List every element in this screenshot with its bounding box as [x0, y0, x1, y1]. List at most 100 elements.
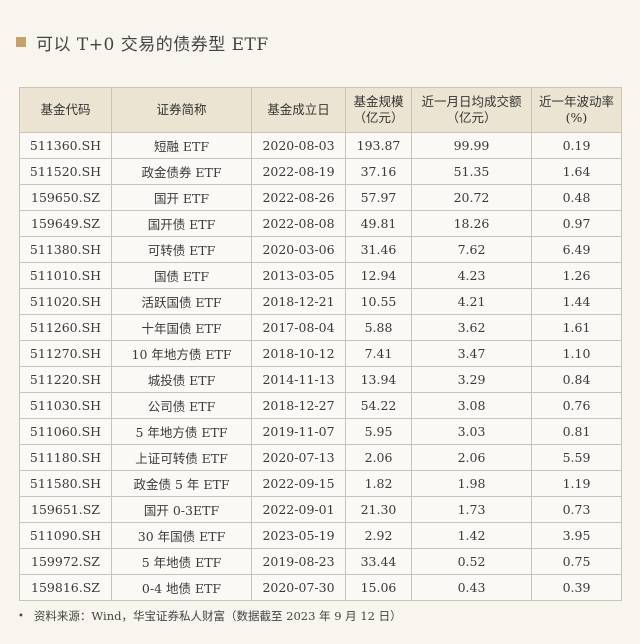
table-row: 511030.SH 公司债 ETF 2018-12-27 54.22 3.08 0.76 — [19, 392, 622, 419]
table-cell: 5.59 — [531, 444, 622, 471]
table-cell: 2.06 — [411, 444, 532, 471]
table-cell: 49.81 — [345, 210, 412, 237]
table-row: 159651.SZ 国开 0-3ETF 2022-09-01 21.30 1.73 0.7… — [19, 496, 622, 523]
page-title: 可以 T+0 交易的债券型 ETF — [36, 34, 269, 55]
table-cell: 12.94 — [345, 262, 412, 289]
table-body: 511360.SH 短融 ETF 2020-08-03 193.87 99.99 0.19… — [19, 132, 622, 601]
etf-table: 基金代码 证券简称 基金成立日 基金规模 （亿元） 近一月日均成交额 （亿元） 近一年波动率(… — [19, 87, 622, 601]
table-cell: 511360.SH — [19, 132, 112, 159]
table-row: 511360.SH 短融 ETF 2020-08-03 193.87 99.99 0.19 — [19, 132, 622, 159]
column-header: 证券简称 — [111, 87, 252, 133]
table-cell: 10.55 — [345, 288, 412, 315]
table-cell: 0.39 — [531, 574, 622, 601]
table-cell: 1.64 — [531, 158, 622, 185]
table-cell: 十年国债 ETF — [111, 314, 252, 341]
column-header: 近一年波动率 (%) — [531, 87, 622, 133]
table-cell: 5.88 — [345, 314, 412, 341]
title-marker-square — [16, 37, 26, 47]
table-cell: 511220.SH — [19, 366, 112, 393]
table-cell: 5.95 — [345, 418, 412, 445]
table-cell: 0.43 — [411, 574, 532, 601]
table-cell: 国开 0-3ETF — [111, 496, 252, 523]
table-cell: 159972.SZ — [19, 548, 112, 575]
table-row: 159649.SZ 国开债 ETF 2022-08-08 49.81 18.26 0.97 — [19, 210, 622, 237]
table-cell: 政金债 5 年 ETF — [111, 470, 252, 497]
table-row: 511580.SH 政金债 5 年 ETF 2022-09-15 1.82 1.98 1.… — [19, 470, 622, 497]
table-cell: 4.23 — [411, 262, 532, 289]
table-cell: 0.48 — [531, 184, 622, 211]
table-cell: 0-4 地债 ETF — [111, 574, 252, 601]
table-cell: 3.47 — [411, 340, 532, 367]
table-row: 511090.SH 30 年国债 ETF 2023-05-19 2.92 1.42 3.9… — [19, 522, 622, 549]
table-row: 511060.SH 5 年地方债 ETF 2019-11-07 5.95 3.03 0.8… — [19, 418, 622, 445]
table-cell: 可转债 ETF — [111, 236, 252, 263]
table-cell: 1.44 — [531, 288, 622, 315]
table-cell: 2013-03-05 — [251, 262, 346, 289]
table-cell: 2022-08-19 — [251, 158, 346, 185]
column-header: 基金成立日 — [251, 87, 346, 133]
table-cell: 2017-08-04 — [251, 314, 346, 341]
table-cell: 国开 ETF — [111, 184, 252, 211]
table-cell: 2018-12-21 — [251, 288, 346, 315]
table-cell: 2.92 — [345, 522, 412, 549]
table-cell: 4.21 — [411, 288, 532, 315]
table-cell: 511180.SH — [19, 444, 112, 471]
table-cell: 上证可转债 ETF — [111, 444, 252, 471]
table-cell: 57.97 — [345, 184, 412, 211]
table-cell: 2020-08-03 — [251, 132, 346, 159]
table-cell: 31.46 — [345, 236, 412, 263]
column-header: 基金规模 （亿元） — [345, 87, 412, 133]
table-cell: 2018-10-12 — [251, 340, 346, 367]
table-cell: 2020-03-06 — [251, 236, 346, 263]
table-cell: 33.44 — [345, 548, 412, 575]
title-bar: 可以 T+0 交易的债券型 ETF — [16, 30, 269, 55]
table-cell: 0.97 — [531, 210, 622, 237]
table-cell: 2023-05-19 — [251, 522, 346, 549]
table-cell: 6.49 — [531, 236, 622, 263]
table-row: 511010.SH 国债 ETF 2013-03-05 12.94 4.23 1.26 — [19, 262, 622, 289]
table-row: 511270.SH 10 年地方债 ETF 2018-10-12 7.41 3.47 1.… — [19, 340, 622, 367]
table-row: 511180.SH 上证可转债 ETF 2020-07-13 2.06 2.06 5.59 — [19, 444, 622, 471]
table-cell: 20.72 — [411, 184, 532, 211]
table-cell: 159650.SZ — [19, 184, 112, 211]
table-cell: 0.75 — [531, 548, 622, 575]
table-row: 511260.SH 十年国债 ETF 2017-08-04 5.88 3.62 1.61 — [19, 314, 622, 341]
table-row: 511380.SH 可转债 ETF 2020-03-06 31.46 7.62 6.49 — [19, 236, 622, 263]
table-cell: 1.61 — [531, 314, 622, 341]
table-cell: 511010.SH — [19, 262, 112, 289]
table-cell: 511260.SH — [19, 314, 112, 341]
table-cell: 193.87 — [345, 132, 412, 159]
table-cell: 511090.SH — [19, 522, 112, 549]
table-cell: 2018-12-27 — [251, 392, 346, 419]
table-cell: 51.35 — [411, 158, 532, 185]
table-cell: 0.84 — [531, 366, 622, 393]
table-cell: 2022-09-01 — [251, 496, 346, 523]
table-cell: 城投债 ETF — [111, 366, 252, 393]
table-cell: 0.76 — [531, 392, 622, 419]
table-cell: 2014-11-13 — [251, 366, 346, 393]
table-cell: 159651.SZ — [19, 496, 112, 523]
source-note: • 资料来源：Wind，华宝证券私人财富（数据截至 2023 年 9 月 12 … — [18, 608, 402, 624]
table-cell: 511270.SH — [19, 340, 112, 367]
table-cell: 3.29 — [411, 366, 532, 393]
table-cell: 1.82 — [345, 470, 412, 497]
table-cell: 2022-08-26 — [251, 184, 346, 211]
table-cell: 2019-08-23 — [251, 548, 346, 575]
table-cell: 政金债券 ETF — [111, 158, 252, 185]
table-cell: 7.62 — [411, 236, 532, 263]
table-cell: 511060.SH — [19, 418, 112, 445]
table-cell: 37.16 — [345, 158, 412, 185]
table-row: 159650.SZ 国开 ETF 2022-08-26 57.97 20.72 0.48 — [19, 184, 622, 211]
table-cell: 15.06 — [345, 574, 412, 601]
table-cell: 511020.SH — [19, 288, 112, 315]
table-cell: 0.19 — [531, 132, 622, 159]
table-cell: 0.81 — [531, 418, 622, 445]
column-header: 基金代码 — [19, 87, 112, 133]
table-row: 159816.SZ 0-4 地债 ETF 2020-07-30 15.06 0.43 0.… — [19, 574, 622, 601]
table-cell: 511580.SH — [19, 470, 112, 497]
footer-text: 资料来源：Wind，华宝证券私人财富（数据截至 2023 年 9 月 12 日） — [33, 609, 402, 623]
table-cell: 公司债 ETF — [111, 392, 252, 419]
table-cell: 5 年地债 ETF — [111, 548, 252, 575]
table-cell: 短融 ETF — [111, 132, 252, 159]
table-cell: 5 年地方债 ETF — [111, 418, 252, 445]
